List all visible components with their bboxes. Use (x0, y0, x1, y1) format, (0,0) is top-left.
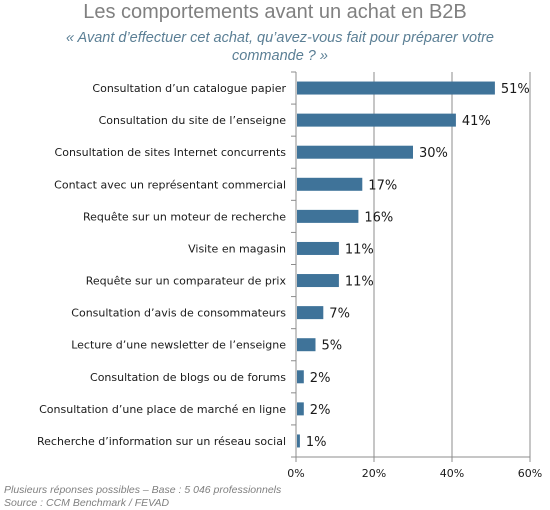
category-label: Consultation de blogs ou de forums (90, 371, 286, 384)
x-tick-label: 60% (518, 467, 542, 480)
bar (297, 338, 316, 352)
bar (297, 306, 324, 320)
bar (297, 177, 363, 191)
value-label: 2% (310, 403, 331, 418)
category-label: Lecture d’une newsletter de l’enseigne (71, 339, 286, 352)
bar (297, 81, 495, 95)
category-label: Consultation d’un catalogue papier (92, 82, 286, 95)
bar (297, 241, 339, 255)
category-label: Visite en magasin (188, 242, 286, 255)
category-label: Consultation du site de l’enseigne (99, 114, 287, 127)
category-label: Requête sur un comparateur de prix (86, 275, 287, 288)
value-label: 41% (462, 114, 491, 129)
value-label: 17% (368, 178, 397, 193)
bar (297, 145, 413, 159)
footnote: Plusieurs réponses possibles – Base : 5 … (4, 484, 281, 510)
bar (297, 113, 456, 127)
value-label: 2% (310, 371, 331, 386)
chart-subtitle: « Avant d’effectuer cet achat, qu’avez-v… (66, 30, 494, 64)
value-label: 11% (345, 242, 374, 257)
category-label: Recherche d’information sur un réseau so… (37, 435, 286, 448)
category-label: Consultation de sites Internet concurren… (55, 146, 287, 159)
category-label: Contact avec un représentant commercial (54, 178, 286, 191)
value-label: 30% (419, 146, 448, 161)
value-label: 1% (306, 435, 327, 450)
bar (297, 370, 304, 384)
value-label: 7% (329, 307, 350, 322)
chart-title: Les comportements avant un achat en B2B (83, 1, 467, 23)
footnote-source: Source : CCM Benchmark / FEVAD (4, 497, 170, 509)
footnote-base: Plusieurs réponses possibles – Base : 5 … (4, 484, 282, 496)
bar (297, 209, 359, 223)
category-label: Requête sur un moteur de recherche (83, 210, 286, 223)
category-label: Consultation d’une place de marché en li… (39, 403, 286, 416)
category-label: Consultation d’avis de consommateurs (71, 307, 286, 320)
value-label: 11% (345, 275, 374, 290)
value-label: 16% (364, 210, 393, 225)
x-tick-label: 40% (440, 467, 464, 480)
bar (297, 402, 304, 416)
x-tick-label: 20% (362, 467, 386, 480)
value-label: 5% (322, 339, 343, 354)
bar (297, 434, 300, 448)
x-tick-label: 0% (287, 467, 304, 480)
bar (297, 274, 339, 288)
value-label: 51% (501, 82, 530, 97)
